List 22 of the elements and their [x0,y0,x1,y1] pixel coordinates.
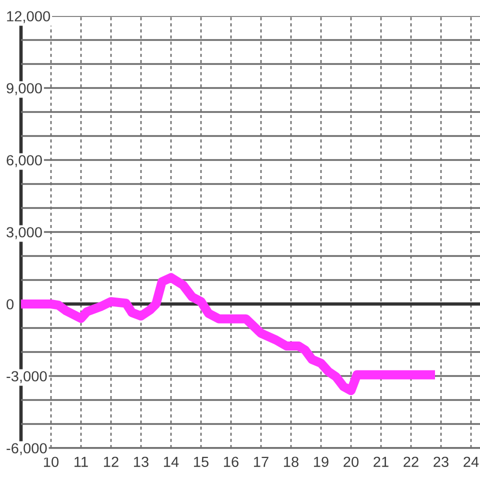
x-tick-label: 20 [344,456,359,468]
x-tick-label: 16 [224,456,238,468]
x-tick-label: 11 [74,456,88,467]
x-tick-label: 18 [284,456,298,468]
x-tick-label: 17 [254,456,268,467]
x-tick-label: 22 [404,456,418,467]
y-tick-label: 9,000 [6,83,42,96]
x-tick-label: 14 [164,456,179,467]
x-tick-label: 10 [44,456,59,468]
y-tick-label: -3,000 [6,371,47,384]
x-tick-label: 15 [194,456,208,468]
y-tick-label: 6,000 [6,155,42,168]
x-tick-label: 19 [314,456,328,468]
y-tick-label: 12,000 [7,11,50,24]
y-tick-label: 0 [6,299,14,310]
x-tick-label: 21 [374,456,388,467]
x-tick-label: 12 [104,456,118,467]
x-tick-label: 23 [434,456,448,468]
x-tick-label: 24 [464,456,479,467]
y-tick-label: 3,000 [6,227,42,240]
x-tick-label: 13 [134,456,148,468]
y-tick-label: -6,000 [6,443,47,456]
